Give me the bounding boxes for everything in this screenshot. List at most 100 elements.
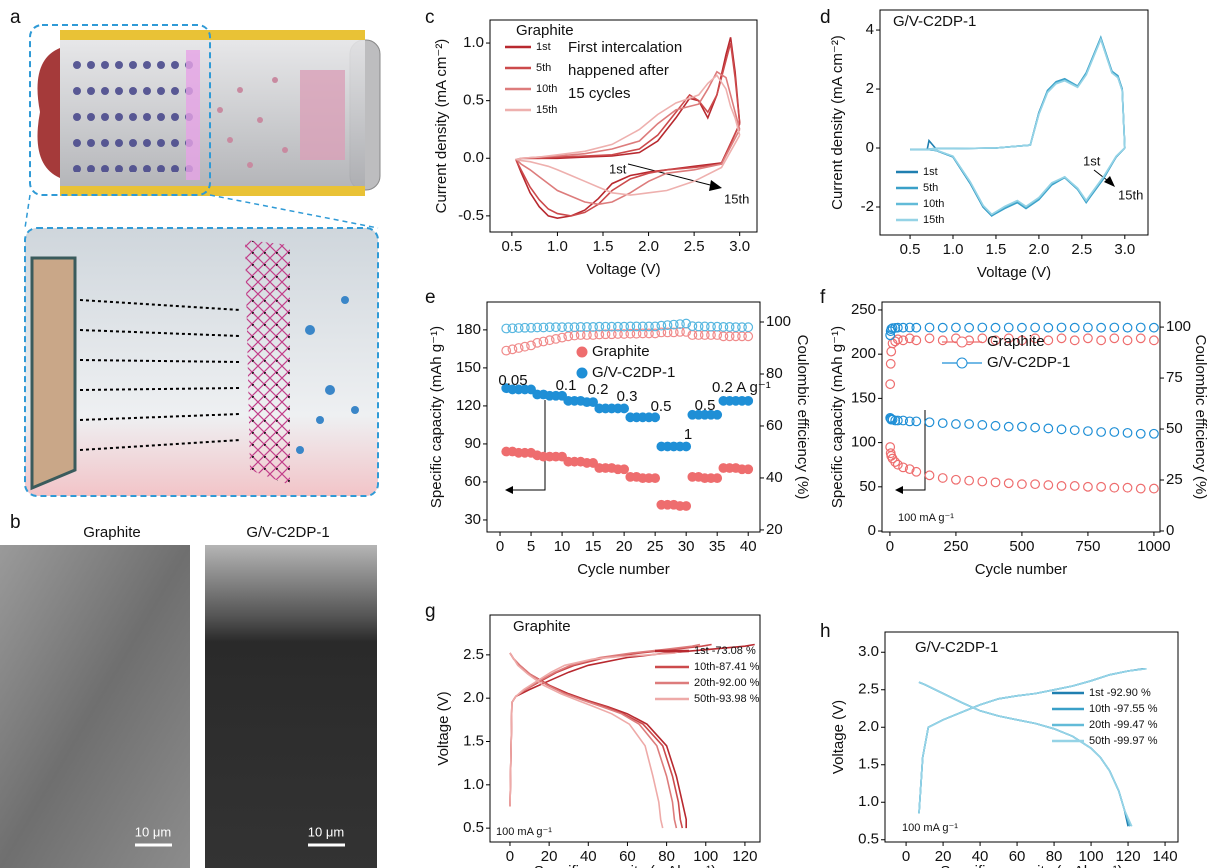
data-point: [887, 347, 896, 356]
panel-label: h: [820, 621, 831, 642]
data-point: [1084, 323, 1093, 332]
data-point: [1044, 323, 1053, 332]
annotation: 0.1: [556, 377, 577, 394]
battery-illustration: [25, 25, 380, 496]
legend-swatch: [957, 337, 967, 347]
x-tick-label: 0: [506, 848, 514, 865]
data-point: [912, 417, 921, 426]
x-tick-label: 1.0: [547, 238, 568, 255]
data-point: [744, 323, 753, 332]
annotation: 15 cycles: [568, 85, 631, 102]
data-point: [912, 323, 921, 332]
data-point: [952, 420, 961, 429]
data-point: [925, 323, 934, 332]
y-axis-title: Voltage (V): [435, 691, 452, 765]
x-axis-title: Cycle number: [577, 561, 670, 578]
x-axis-title: Voltage (V): [586, 261, 660, 278]
data-point: [965, 420, 974, 429]
data-point: [1070, 482, 1079, 491]
annotation: 1st: [1083, 153, 1101, 168]
legend-label: 10th: [923, 198, 944, 210]
annotation: 1: [684, 426, 692, 443]
data-point: [1070, 336, 1079, 345]
y-tick-label: 1.5: [858, 756, 879, 773]
y-tick-label: 4: [866, 21, 874, 38]
legend-label: 20th-92.00 %: [694, 677, 760, 689]
legend-label: 15th: [923, 214, 944, 226]
y2-tick-label: 100: [1166, 318, 1191, 335]
data-point: [620, 465, 629, 474]
y-tick-label: 1.0: [463, 34, 484, 51]
annotation: 100 mA g⁻¹: [898, 512, 954, 524]
annotation: 100 mA g⁻¹: [902, 822, 958, 834]
data-point: [925, 334, 934, 343]
x-tick-label: 2.0: [1028, 241, 1049, 258]
y-tick-label: 250: [851, 301, 876, 318]
x-tick-label: 20: [616, 538, 633, 555]
data-point: [1110, 428, 1119, 437]
data-point: [886, 359, 895, 368]
legend-label: 1st -73.08 %: [694, 645, 756, 657]
legend-label: 50th -99.97 %: [1089, 735, 1158, 747]
data-point: [1044, 424, 1053, 433]
x-tick-label: 0: [496, 538, 504, 555]
annotation: 15th: [1118, 187, 1143, 202]
data-point: [1136, 484, 1145, 493]
data-point: [1044, 481, 1053, 490]
scale-label: 10 μm: [135, 824, 171, 839]
x-tick-label: 1.0: [943, 241, 964, 258]
panel-label: g: [425, 601, 436, 622]
x-tick-label: 0.5: [900, 241, 921, 258]
series-line: [510, 645, 700, 829]
y2-tick-label: 40: [766, 469, 783, 486]
x-tick-label: 250: [943, 538, 968, 555]
data-point: [508, 345, 517, 354]
data-point: [938, 419, 947, 428]
figure: a b Graphite G/V-C2DP-1 10 μm 10 μm 0.51…: [0, 0, 1210, 868]
data-point: [1031, 323, 1040, 332]
data-point: [545, 336, 554, 345]
legend-label: G/V-C2DP-1: [592, 364, 675, 381]
annotation: 15th: [724, 191, 749, 206]
data-point: [978, 421, 987, 430]
y-tick-label: 100: [851, 434, 876, 451]
data-point: [1044, 336, 1053, 345]
panel-label: e: [425, 287, 436, 308]
x-tick-label: 15: [585, 538, 602, 555]
x-tick-label: 5: [527, 538, 535, 555]
y2-axis-title: Coulombic efficiency (%): [1192, 335, 1209, 500]
y2-tick-label: 100: [766, 313, 791, 330]
legend-label: 1st: [536, 41, 551, 53]
x-tick-label: 2.0: [638, 238, 659, 255]
y2-tick-label: 75: [1166, 369, 1183, 386]
data-point: [1057, 482, 1066, 491]
y-tick-label: 1.0: [858, 793, 879, 810]
data-point: [952, 323, 961, 332]
data-point: [1150, 336, 1159, 345]
legend-swatch: [577, 347, 587, 357]
data-point: [558, 333, 567, 342]
y-tick-label: 0: [866, 139, 874, 156]
y-tick-label: 150: [456, 359, 481, 376]
x-axis-title: Voltage (V): [977, 264, 1051, 281]
legend-label: 10th -97.55 %: [1089, 703, 1158, 715]
data-point: [1004, 422, 1013, 431]
x-tick-label: 120: [732, 848, 757, 865]
data-point: [938, 474, 947, 483]
annotation: 100 mA g⁻¹: [496, 826, 552, 838]
data-point: [1150, 323, 1159, 332]
x-tick-label: 500: [1009, 538, 1034, 555]
annotation: 1st: [609, 161, 627, 176]
data-point: [1057, 334, 1066, 343]
data-point: [514, 344, 523, 353]
annotation: 0.2: [588, 381, 609, 398]
data-point: [744, 332, 753, 341]
data-point: [521, 342, 530, 351]
data-point: [1097, 336, 1106, 345]
data-point: [965, 476, 974, 485]
x-tick-label: 140: [1153, 848, 1178, 865]
x-tick-label: 3.0: [729, 238, 750, 255]
scale-label: 10 μm: [308, 824, 344, 839]
legend-swatch: [577, 368, 587, 378]
data-point: [620, 404, 629, 413]
